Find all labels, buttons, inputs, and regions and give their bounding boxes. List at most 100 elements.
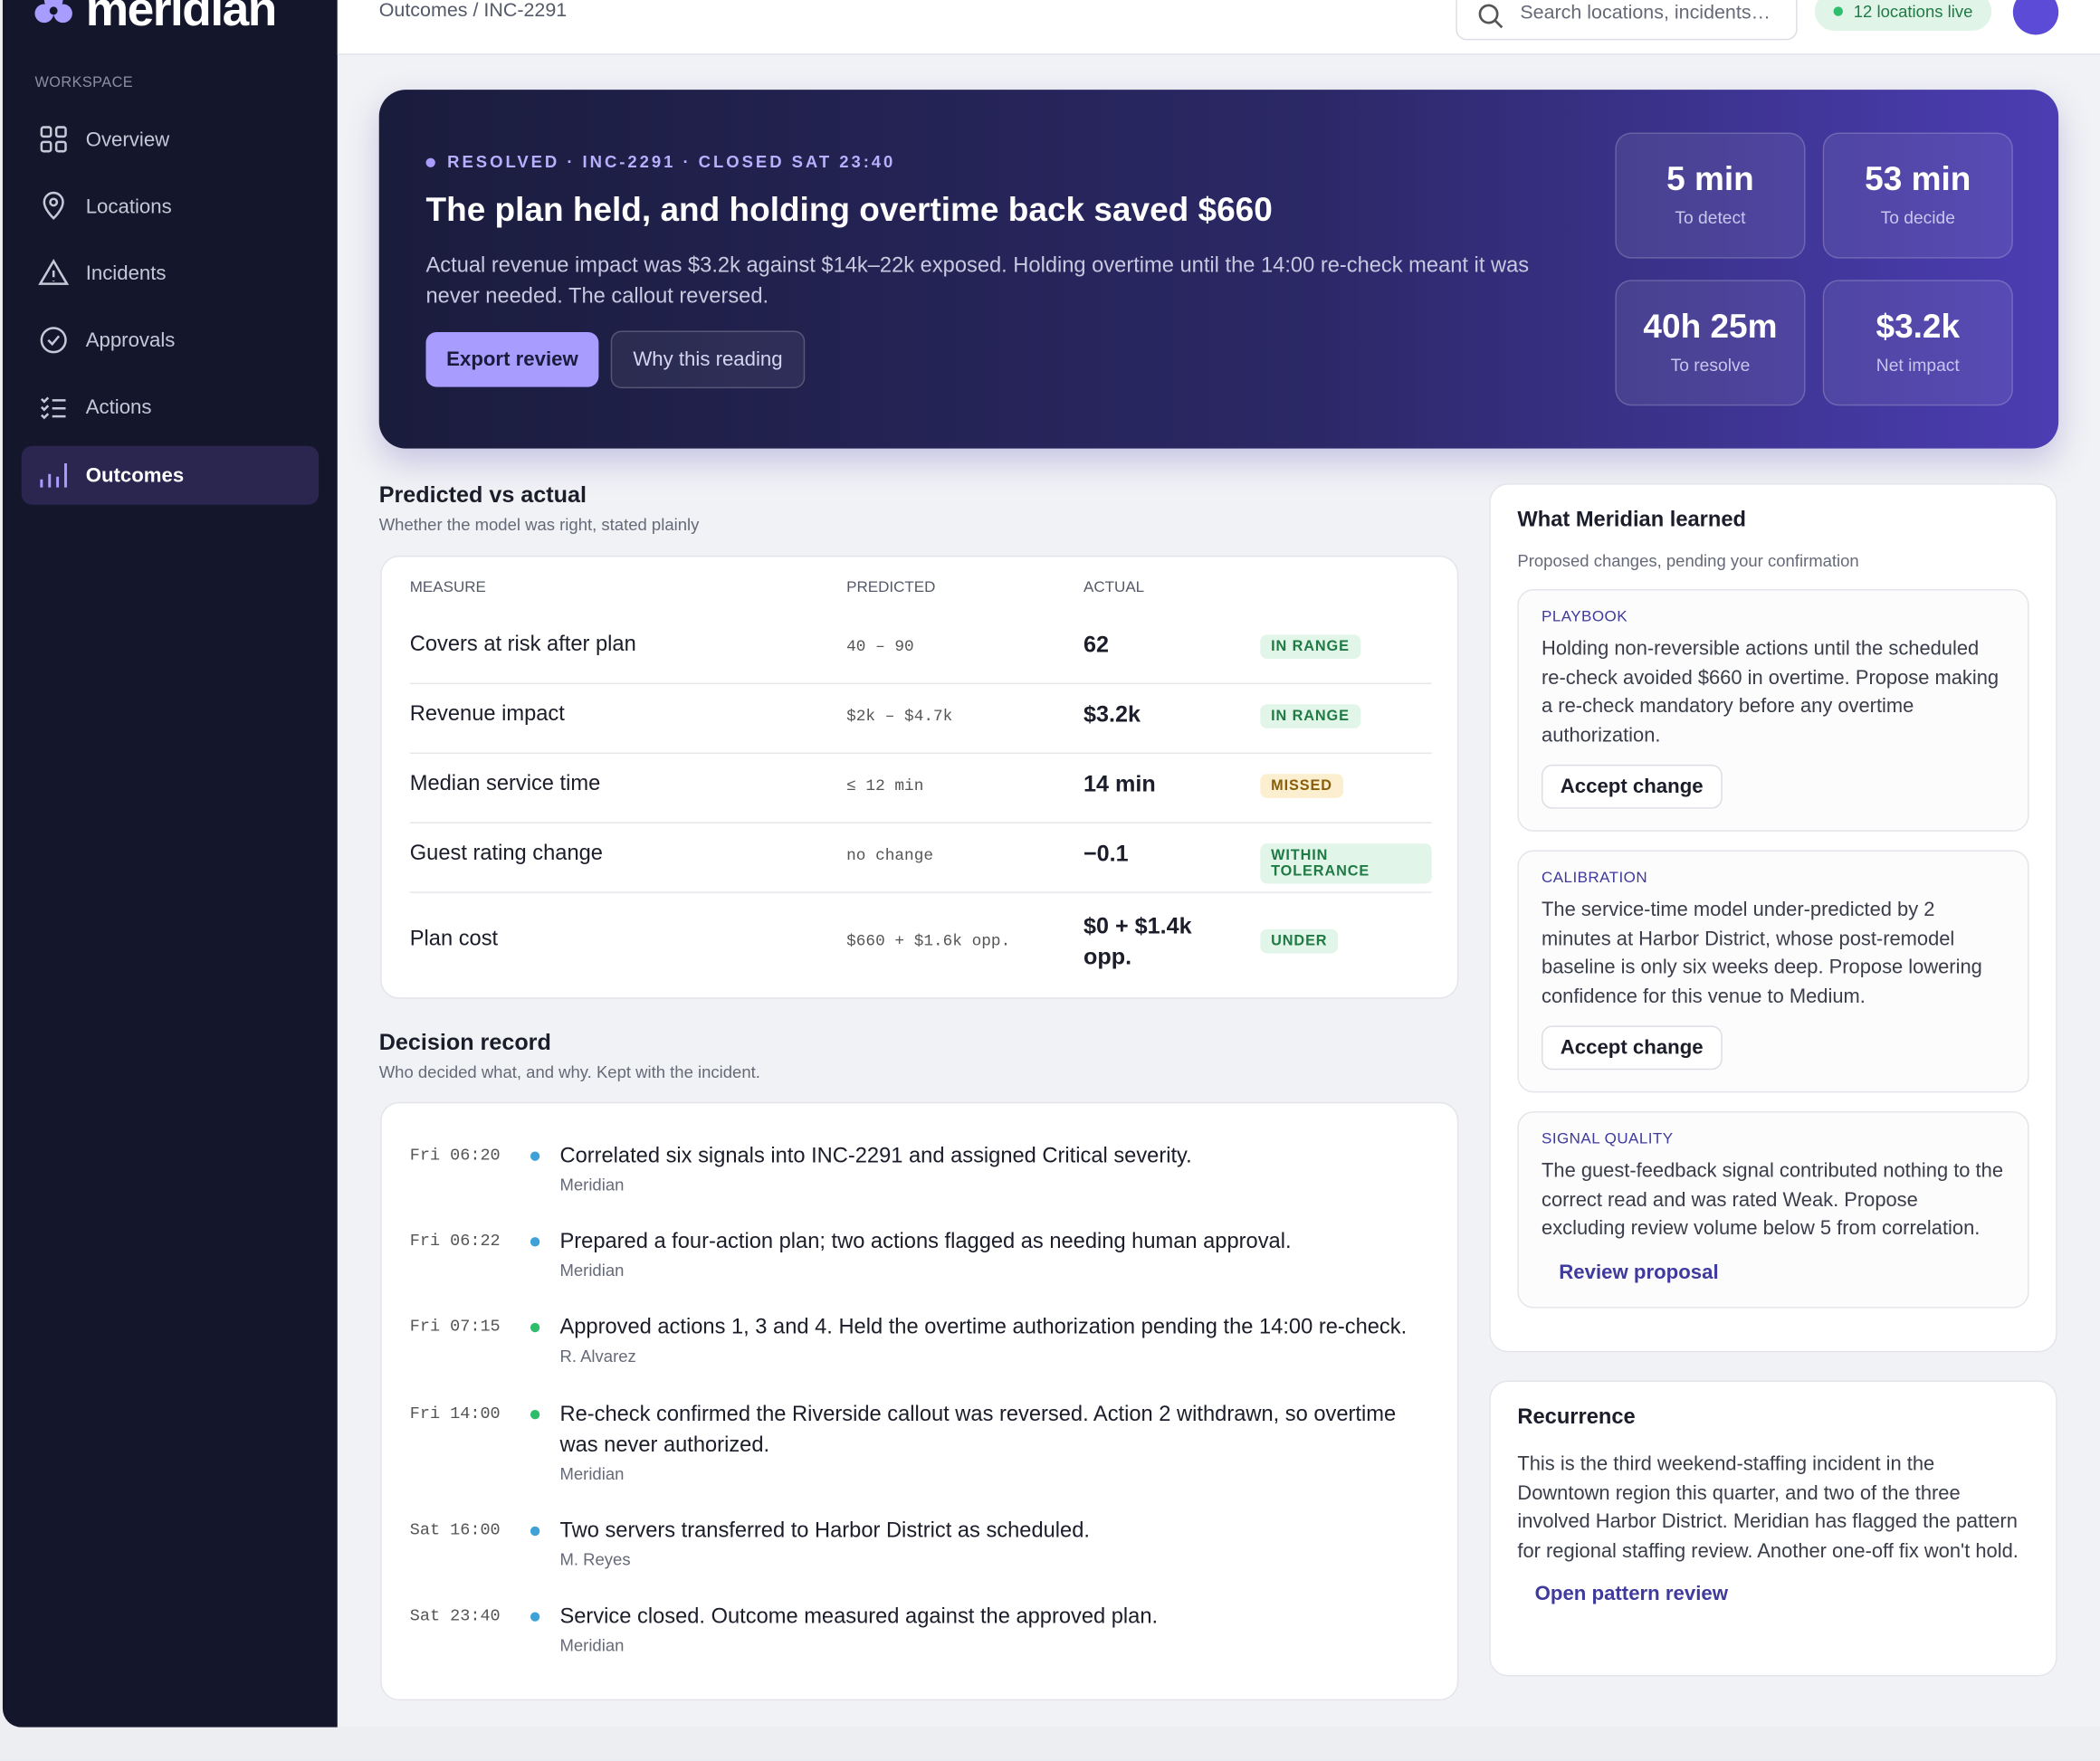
export-button[interactable]: Export review	[425, 331, 599, 387]
column-header: ACTUAL	[1083, 579, 1145, 596]
entry-time: Fri 07:15	[409, 1317, 501, 1337]
actual: $0 + $1.4k opp.	[1083, 913, 1192, 970]
section-subtitle: Whether the model was right, stated plai…	[378, 515, 700, 535]
search-box[interactable]: Search locations, incidents…	[1456, 0, 1798, 41]
nav-item-active[interactable]: Outcomes	[21, 445, 320, 505]
stat: 40h 25m To resolve	[1615, 280, 1806, 406]
pattern-link[interactable]: Open pattern review	[1534, 1582, 1729, 1606]
entry-time: Sat 16:00	[409, 1520, 501, 1540]
entry-time: Sat 23:40	[409, 1606, 501, 1626]
status-badge: MISSED	[1260, 774, 1343, 798]
table-row: Covers at risk after plan 40 – 90 62 IN …	[409, 614, 1432, 685]
actual: 14 min	[1083, 771, 1156, 797]
status-pill: 12 locations live	[1814, 0, 1992, 32]
recurrence-panel: Recurrence This is the third weekend-sta…	[1489, 1380, 2057, 1677]
nav-label: Outcomes	[85, 463, 185, 487]
nav-icon	[40, 396, 66, 420]
proposal-text: The guest-feedback signal contributed no…	[1542, 1160, 2003, 1241]
stat: 5 min To detect	[1615, 132, 1806, 259]
entry-author: Meridian	[559, 1176, 625, 1195]
stat-label: To resolve	[1670, 355, 1751, 376]
actual: $3.2k	[1083, 701, 1141, 728]
nav-label: Incidents	[85, 262, 167, 285]
entry-time: Fri 06:22	[409, 1232, 501, 1251]
proposal-card: PLAYBOOK Holding non-reversible actions u…	[1517, 589, 2029, 832]
section-title: Predicted vs actual	[378, 481, 587, 508]
nav-icon	[40, 126, 67, 153]
status-badge: IN RANGE	[1260, 634, 1360, 659]
nav-item[interactable]: Incidents	[22, 243, 319, 302]
nav-icon	[40, 462, 67, 488]
proposal-tag: CALIBRATION	[1542, 870, 1648, 887]
measure: Revenue impact	[409, 702, 565, 726]
nav-label: Locations	[85, 195, 172, 218]
predicted: no change	[846, 846, 934, 865]
nav-item[interactable]: Overview	[22, 109, 319, 168]
measure: Plan cost	[409, 928, 499, 951]
entry-author: M. Reyes	[559, 1550, 631, 1570]
entry-author: Meridian	[559, 1261, 625, 1280]
entry-text: Approved actions 1, 3 and 4. Held the ov…	[559, 1316, 1408, 1339]
predicted: ≤ 12 min	[846, 776, 924, 795]
entry-time: Fri 06:20	[409, 1146, 501, 1166]
learned-panel: What Meridian learned Proposed changes, …	[1489, 483, 2057, 1353]
breadcrumb[interactable]: Outcomes / INC-2291	[378, 0, 568, 22]
nav-icon	[40, 327, 67, 354]
panel-subtitle: Proposed changes, pending your confirmat…	[1517, 551, 1859, 571]
proposal-tag: SIGNAL QUALITY	[1542, 1131, 1674, 1148]
avatar[interactable]	[2012, 0, 2059, 35]
entry-author: Meridian	[559, 1464, 625, 1484]
entry-dot	[530, 1322, 540, 1333]
column-header: MEASURE	[409, 579, 486, 596]
stat: 53 min To decide	[1822, 132, 2013, 259]
panel-title: Recurrence	[1517, 1405, 1636, 1429]
measure: Covers at risk after plan	[409, 633, 636, 657]
entry-dot	[530, 1526, 540, 1537]
stat-value: 53 min	[1865, 160, 1971, 198]
status-badge: UNDER	[1260, 928, 1339, 954]
stat-value: 40h 25m	[1643, 308, 1778, 346]
entry-author: R. Alvarez	[559, 1347, 636, 1366]
section-subtitle: Who decided what, and why. Kept with the…	[378, 1062, 760, 1082]
predicted-table: MEASURE PREDICTED ACTUAL Covers at risk …	[380, 556, 1459, 999]
proposal-card: SIGNAL QUALITY The guest-feedback signal …	[1517, 1111, 2029, 1308]
nav-label: Approvals	[85, 328, 176, 352]
accept-button[interactable]: Accept change	[1542, 1025, 1723, 1071]
entry-text: Re-check confirmed the Riverside callout…	[559, 1403, 1397, 1457]
hero-eyebrow: RESOLVED · INC-2291 · CLOSED SAT 23:40	[425, 153, 896, 171]
why-button[interactable]: Why this reading	[610, 330, 806, 389]
entry-text: Service closed. Outcome measured against…	[559, 1605, 1159, 1629]
hero: RESOLVED · INC-2291 · CLOSED SAT 23:40 T…	[378, 90, 2059, 449]
sidebar: meridian WORKSPACE Overview Locations In…	[2, 0, 338, 1728]
nav-label: Overview	[85, 128, 170, 151]
entry-dot	[530, 1612, 540, 1622]
table-row: Median service time ≤ 12 min 14 min MISS…	[409, 753, 1432, 823]
accept-button[interactable]: Accept change	[1542, 764, 1723, 809]
review-link[interactable]: Review proposal	[1559, 1261, 1719, 1284]
entry-dot	[530, 1151, 540, 1161]
search-placeholder: Search locations, incidents…	[1520, 2, 1771, 24]
entry-time: Fri 14:00	[409, 1404, 501, 1423]
actual: 62	[1083, 632, 1109, 658]
entry-text: Two servers transferred to Harbor Distri…	[559, 1519, 1090, 1543]
panel-title: What Meridian learned	[1517, 509, 1746, 532]
nav-item[interactable]: Locations	[22, 176, 319, 235]
entry-text: Correlated six signals into INC-2291 and…	[559, 1145, 1192, 1168]
measure: Median service time	[409, 772, 601, 795]
hero-body: Actual revenue impact was $3.2k against …	[425, 254, 1530, 309]
brand-name: meridian	[85, 0, 278, 36]
proposal-text: The service-time model under-predicted b…	[1542, 900, 1982, 1008]
status-dot	[1833, 6, 1843, 16]
brand[interactable]: meridian	[33, 0, 278, 37]
measure: Guest rating change	[409, 842, 603, 865]
stat-value: $3.2k	[1876, 308, 1961, 346]
nav-item[interactable]: Actions	[22, 377, 319, 436]
entry-text: Prepared a four-action plan; two actions…	[559, 1230, 1292, 1253]
table-row: Guest rating change no change −0.1 WITHI…	[409, 822, 1432, 893]
table-row: Revenue impact $2k – $4.7k $3.2k IN RANG…	[409, 683, 1432, 755]
nav-item[interactable]: Approvals	[22, 310, 319, 369]
status-badge: IN RANGE	[1260, 704, 1360, 728]
proposal-tag: PLAYBOOK	[1542, 609, 1628, 625]
